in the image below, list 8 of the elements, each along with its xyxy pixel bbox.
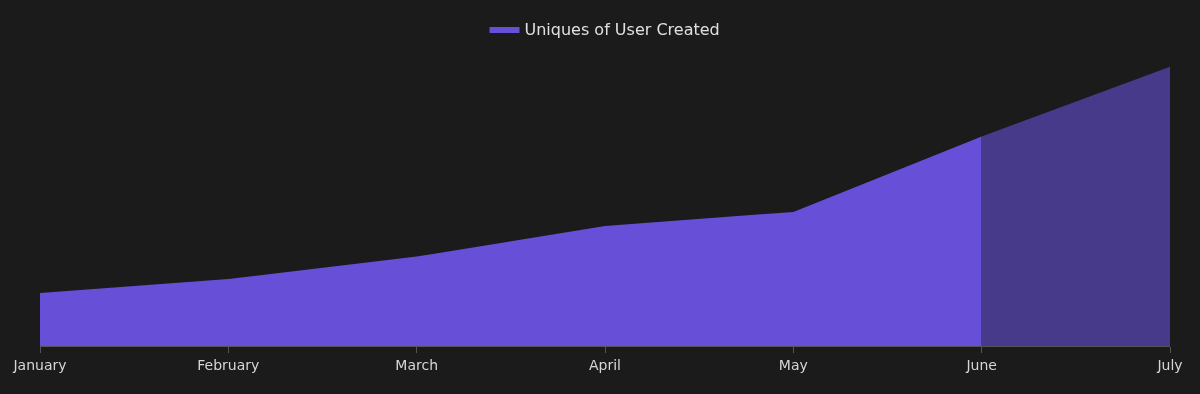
x-tick-label: February — [197, 356, 260, 373]
x-tick-label: January — [12, 356, 67, 373]
x-tick-label: June — [965, 356, 997, 373]
x-tick-label: July — [1156, 356, 1183, 373]
x-tick-label: May — [778, 356, 808, 373]
x-tick-label: April — [589, 356, 621, 373]
x-tick-label: March — [395, 356, 439, 373]
legend-label: Uniques of User Created — [524, 20, 720, 40]
